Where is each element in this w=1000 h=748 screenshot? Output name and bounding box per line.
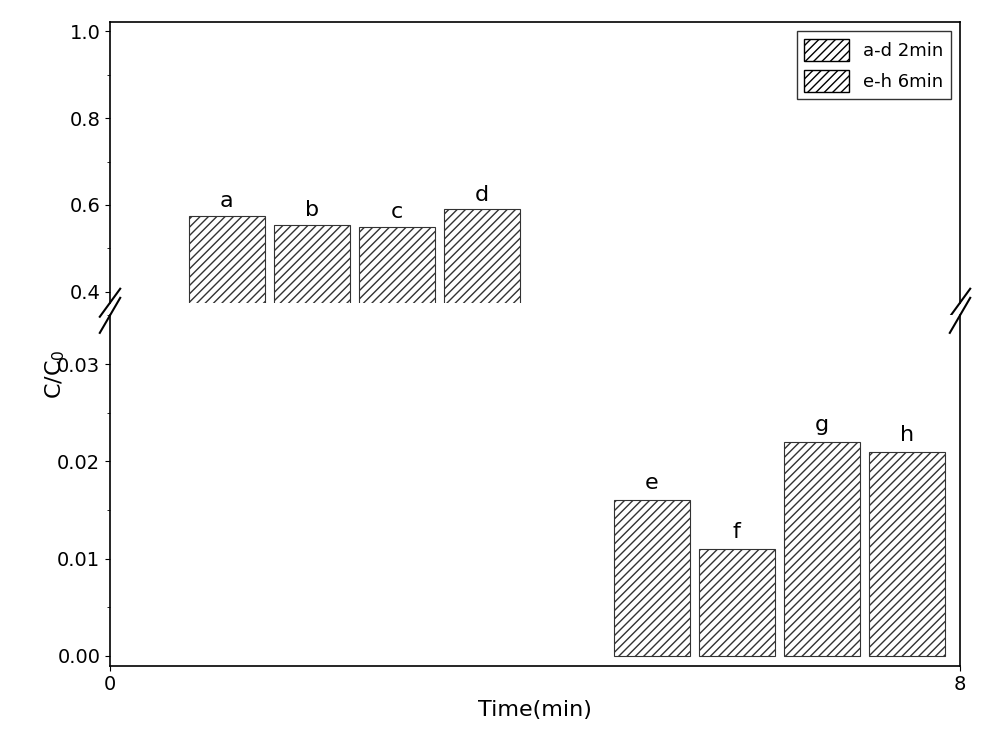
Bar <box>189 216 265 466</box>
Text: a: a <box>220 191 234 212</box>
Bar <box>699 549 775 656</box>
Text: e: e <box>645 473 659 494</box>
Legend: a-d 2min, e-h 6min: a-d 2min, e-h 6min <box>797 31 951 99</box>
Text: b: b <box>305 200 319 220</box>
X-axis label: Time(min): Time(min) <box>478 700 592 720</box>
Bar <box>869 452 945 656</box>
Text: d: d <box>475 185 489 205</box>
Text: c: c <box>391 203 403 222</box>
Text: f: f <box>733 522 741 542</box>
Text: g: g <box>815 415 829 435</box>
Bar <box>784 442 860 656</box>
Bar <box>274 224 350 466</box>
Bar <box>359 227 435 466</box>
Bar <box>614 500 690 656</box>
Bar <box>444 209 520 466</box>
Text: h: h <box>900 425 914 445</box>
Text: C/C$_0$: C/C$_0$ <box>43 349 67 399</box>
